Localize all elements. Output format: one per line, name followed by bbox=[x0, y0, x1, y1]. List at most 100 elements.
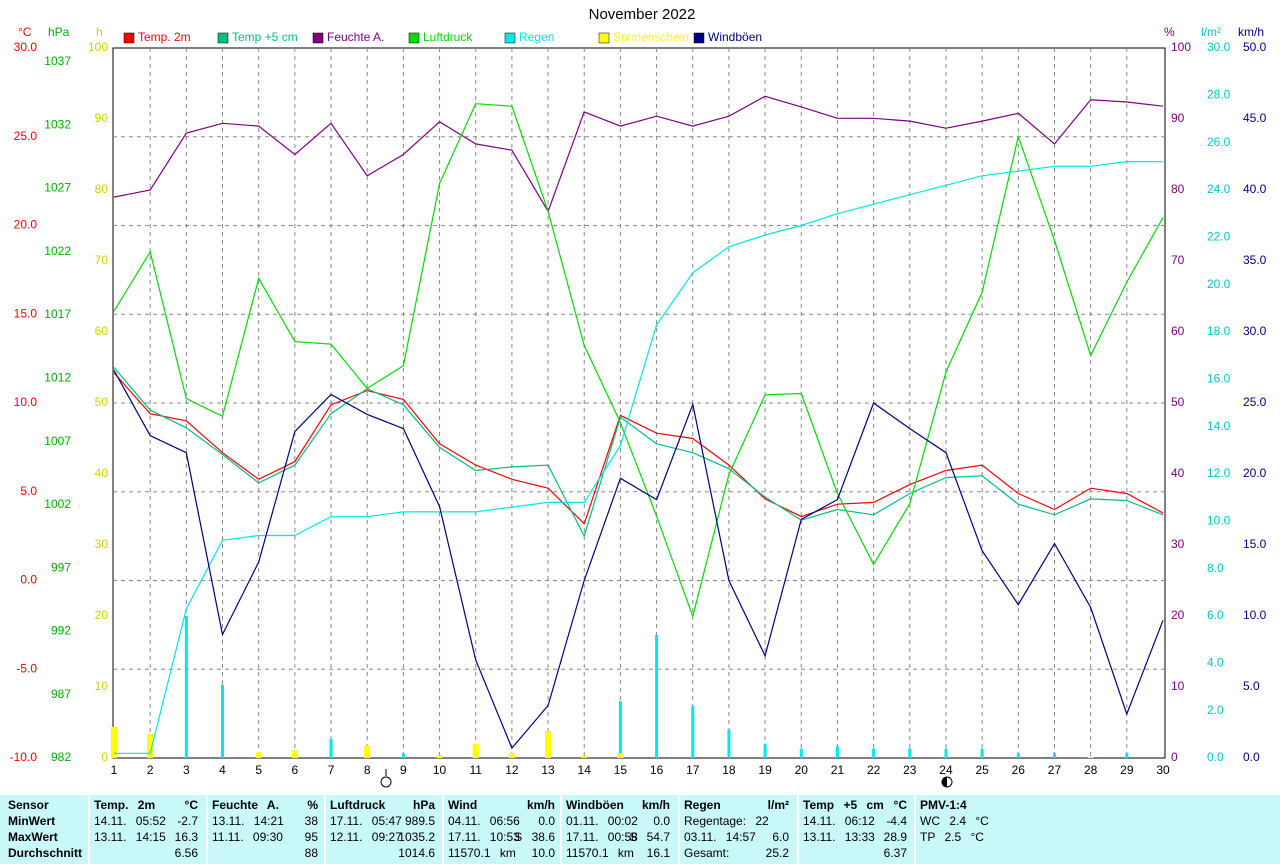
legend-swatch bbox=[504, 32, 516, 44]
stats-cell: 12.11. 09:27 bbox=[330, 830, 402, 844]
legend-label: Luftdruck bbox=[423, 30, 473, 44]
y-tick-label: 1007 bbox=[44, 434, 71, 448]
y-tick-label: 997 bbox=[51, 560, 71, 574]
rain-bar bbox=[618, 701, 622, 758]
stats-cell: 28.9 bbox=[883, 830, 907, 844]
stats-cell: Gesamt: bbox=[684, 846, 730, 860]
y-tick-label: 10 bbox=[1171, 679, 1185, 693]
x-tick-label: 20 bbox=[795, 763, 809, 777]
stats-cell: 0.0 bbox=[653, 814, 670, 828]
y-tick-label: 5.0 bbox=[1243, 679, 1260, 693]
column-separator bbox=[914, 795, 916, 864]
stats-cell: -2.7 bbox=[177, 814, 198, 828]
x-tick-label: 6 bbox=[292, 763, 299, 777]
y-tick-label: 0 bbox=[1171, 750, 1178, 764]
y-tick-label: 1027 bbox=[44, 181, 71, 195]
sun-bar bbox=[255, 752, 262, 758]
stats-cell: Regen bbox=[684, 798, 721, 812]
sun-bar bbox=[291, 750, 298, 758]
column-separator bbox=[324, 795, 326, 864]
y-tick-label: 5.0 bbox=[20, 484, 37, 498]
y-tick-label: 10.0 bbox=[1243, 608, 1267, 622]
stats-cell: PMV-1:4 bbox=[920, 798, 967, 812]
stats-cell: Regentage: 22 bbox=[684, 814, 769, 828]
series-line bbox=[113, 367, 1164, 538]
y-tick-label: 26.0 bbox=[1207, 135, 1231, 149]
stats-cell: 01.11. 00:02 bbox=[566, 814, 638, 828]
stats-cell: % bbox=[307, 798, 318, 812]
rain-bar bbox=[763, 743, 767, 758]
stats-cell: 13.11. 13:33 bbox=[803, 830, 875, 844]
axis-unit: km/h bbox=[1238, 25, 1264, 39]
y-tick-label: 10.0 bbox=[1207, 514, 1231, 528]
stats-cell: Feuchte A. bbox=[212, 798, 279, 812]
y-tick-label: 2.0 bbox=[1207, 703, 1224, 717]
y-tick-label: 70 bbox=[1171, 253, 1185, 267]
x-tick-label: 25 bbox=[975, 763, 989, 777]
y-tick-label: 25.0 bbox=[1243, 395, 1267, 409]
x-tick-label: 22 bbox=[867, 763, 881, 777]
legend-swatch bbox=[408, 32, 420, 44]
sun-bar bbox=[147, 733, 154, 758]
sun-bar bbox=[111, 726, 117, 758]
stats-table: Sensor MinWert MaxWert Durchschnitt Temp. 2m… bbox=[0, 795, 1280, 864]
series-line bbox=[114, 161, 1163, 754]
stats-cell: °C bbox=[184, 798, 198, 812]
rain-bar bbox=[401, 753, 405, 758]
y-tick-label: 982 bbox=[51, 750, 71, 764]
y-tick-label: 90 bbox=[1171, 111, 1185, 125]
rain-bar bbox=[1125, 753, 1129, 758]
rain-bar bbox=[221, 684, 225, 758]
y-tick-label: 20 bbox=[1171, 608, 1185, 622]
sun-bar bbox=[1087, 757, 1094, 758]
stats-cell: MaxWert bbox=[8, 830, 58, 844]
stats-cell: Temp. 2m bbox=[94, 798, 156, 812]
y-tick-label: 60 bbox=[1171, 324, 1185, 338]
x-tick-label: 12 bbox=[505, 763, 519, 777]
sun-bar bbox=[617, 753, 624, 758]
sun-bar bbox=[364, 745, 371, 758]
y-tick-label: 4.0 bbox=[1207, 656, 1224, 670]
y-tick-label: 40 bbox=[1171, 466, 1185, 480]
stats-cell: 04.11. 06:56 bbox=[448, 814, 520, 828]
series-line bbox=[113, 95, 1164, 213]
y-tick-label: 50 bbox=[1171, 395, 1185, 409]
stats-cell: Luftdruck bbox=[330, 798, 386, 812]
rain-bar bbox=[835, 746, 839, 758]
x-tick-label: 13 bbox=[541, 763, 555, 777]
stats-cell: -4.4 bbox=[886, 814, 907, 828]
y-tick-label: 14.0 bbox=[1207, 419, 1231, 433]
y-tick-label: 15.0 bbox=[1243, 537, 1267, 551]
y-tick-label: 25.0 bbox=[14, 129, 38, 143]
stats-cell: 6.37 bbox=[883, 846, 907, 860]
stats-cell: 11570.1 km bbox=[448, 846, 516, 860]
x-tick-label: 18 bbox=[722, 763, 736, 777]
y-tick-label: 100 bbox=[88, 40, 108, 54]
rain-bar bbox=[1052, 753, 1056, 758]
rain-bar bbox=[799, 748, 803, 758]
stats-cell: 03.11. 14:57 bbox=[684, 830, 756, 844]
chart: November 2022 1 2 3 4 5 6 7 8 9 10 11 12 13 14 15 16 17 1… bbox=[10, 6, 1267, 788]
y-tick-label: 8.0 bbox=[1207, 561, 1224, 575]
rain-bar bbox=[1016, 753, 1020, 758]
x-tick-label: 28 bbox=[1084, 763, 1098, 777]
x-tick-label: 16 bbox=[650, 763, 664, 777]
legend-label: Temp +5 cm bbox=[232, 30, 298, 44]
x-tick-label: 11 bbox=[469, 763, 482, 777]
legend-swatch bbox=[217, 32, 229, 44]
stats-cell: Temp +5 cm bbox=[803, 798, 884, 812]
y-tick-label: 0.0 bbox=[20, 573, 37, 587]
legend-label: Sonnenschein bbox=[613, 30, 689, 44]
y-tick-label: 50 bbox=[95, 395, 109, 409]
y-tick-label: -5.0 bbox=[16, 661, 37, 675]
x-tick-label: 2 bbox=[147, 763, 154, 777]
stats-cell: 17.11. 10:53 bbox=[448, 830, 520, 844]
stats-cell: 17.11. 05:47 bbox=[330, 814, 402, 828]
column-separator bbox=[678, 795, 680, 864]
stats-cell: 13.11. 14:21 bbox=[212, 814, 284, 828]
legend-label: Feuchte A. bbox=[327, 30, 384, 44]
y-tick-label: 10 bbox=[95, 679, 109, 693]
y-tick-label: 20.0 bbox=[1207, 277, 1231, 291]
x-tick-label: 23 bbox=[903, 763, 917, 777]
plot-frame bbox=[112, 47, 1166, 759]
